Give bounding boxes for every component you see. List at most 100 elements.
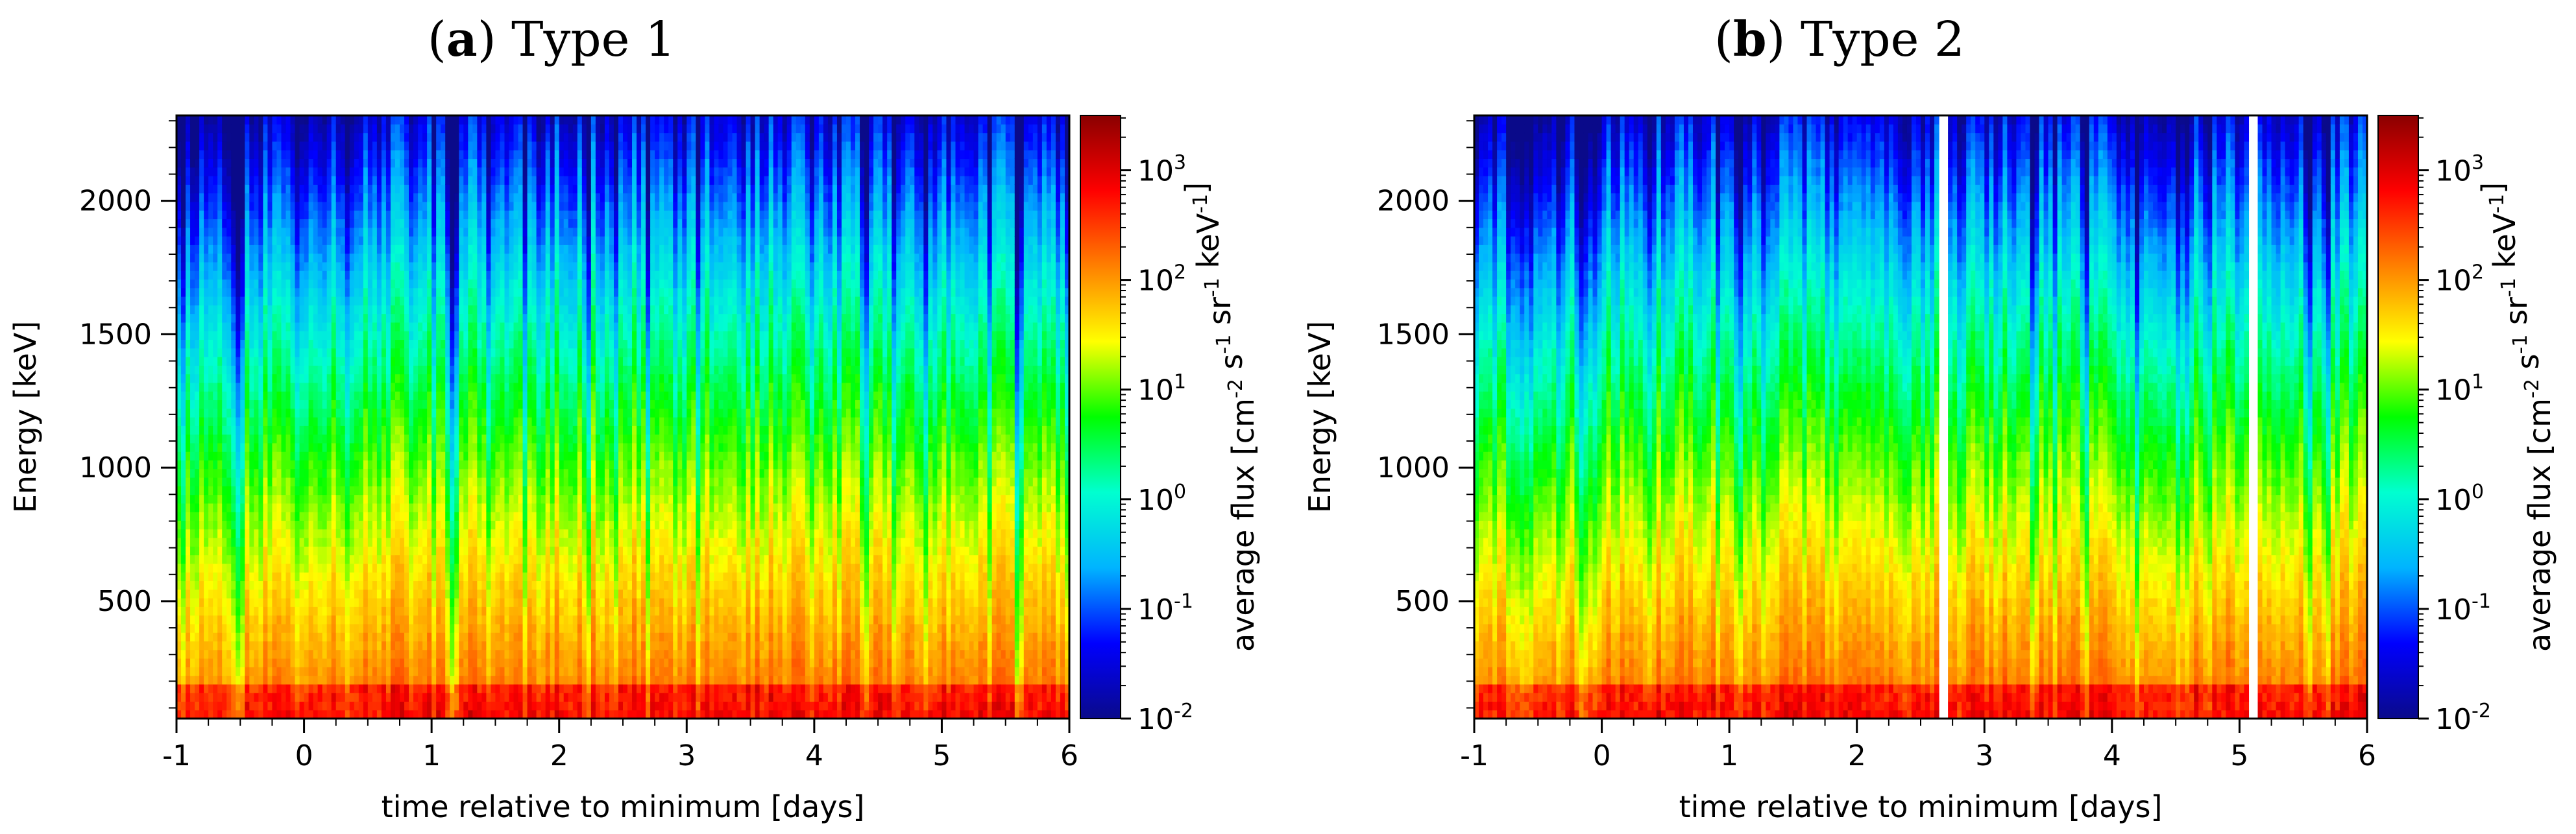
heatmap-cell xyxy=(240,580,245,590)
heatmap-cell xyxy=(299,313,305,323)
heatmap-cell xyxy=(481,667,487,676)
heatmap-cell xyxy=(395,287,400,297)
heatmap-cell xyxy=(263,365,269,375)
heatmap-cell xyxy=(363,313,369,323)
heatmap-cell xyxy=(404,210,409,220)
heatmap-cell xyxy=(326,563,332,573)
heatmap-cell xyxy=(217,486,223,495)
heatmap-cell xyxy=(308,434,314,444)
heatmap-cell xyxy=(304,546,310,556)
heatmap-cell xyxy=(491,227,496,237)
heatmap-cell xyxy=(308,399,314,409)
heatmap-cell xyxy=(459,339,464,349)
heatmap-cell xyxy=(204,675,209,685)
heatmap-cell xyxy=(431,477,437,486)
heatmap-cell xyxy=(463,176,468,185)
heatmap-cell xyxy=(381,227,387,237)
heatmap-cell xyxy=(181,520,186,530)
heatmap-cell xyxy=(345,486,350,495)
heatmap-cell xyxy=(367,709,373,719)
heatmap-cell xyxy=(349,460,355,470)
heatmap-cell xyxy=(304,296,310,305)
heatmap-cell xyxy=(404,615,409,625)
heatmap-cell xyxy=(199,615,204,625)
heatmap-cell xyxy=(486,425,492,435)
heatmap-cell xyxy=(199,141,204,150)
heatmap-cell xyxy=(390,236,396,245)
heatmap-cell xyxy=(322,313,328,323)
heatmap-cell xyxy=(249,331,254,340)
heatmap-cell xyxy=(190,227,195,237)
heatmap-cell xyxy=(354,693,359,702)
heatmap-cell xyxy=(481,460,487,470)
heatmap-cell xyxy=(381,684,387,693)
heatmap-cell xyxy=(272,236,278,245)
heatmap-cell xyxy=(263,348,269,357)
heatmap-cell xyxy=(367,589,373,599)
heatmap-cell xyxy=(258,675,263,685)
heatmap-cell xyxy=(245,141,250,150)
heatmap-cell xyxy=(286,141,291,150)
heatmap-cell xyxy=(454,348,459,357)
heatmap-cell xyxy=(299,512,305,521)
heatmap-cell xyxy=(436,253,441,263)
heatmap-cell xyxy=(263,598,269,607)
heatmap-cell xyxy=(381,701,387,711)
heatmap-cell xyxy=(427,322,432,331)
heatmap-cell xyxy=(276,520,282,530)
heatmap-cell xyxy=(181,124,186,134)
heatmap-cell xyxy=(281,451,287,461)
heatmap-cell xyxy=(267,434,273,444)
heatmap-cell xyxy=(418,374,423,383)
heatmap-cell xyxy=(217,580,223,590)
heatmap-cell xyxy=(249,623,254,633)
heatmap-cell xyxy=(358,331,364,340)
heatmap-cell xyxy=(372,313,378,323)
heatmap-cell xyxy=(322,580,328,590)
heatmap-cell xyxy=(363,538,369,547)
heatmap-cell xyxy=(441,374,446,383)
heatmap-cell xyxy=(204,658,209,667)
heatmap-cell xyxy=(222,374,227,383)
heatmap-cell xyxy=(468,554,473,564)
heatmap-cell xyxy=(286,468,291,478)
heatmap-cell xyxy=(249,632,254,642)
heatmap-cell xyxy=(381,313,387,323)
heatmap-cell xyxy=(217,305,223,315)
heatmap-cell xyxy=(463,503,468,512)
heatmap-cell xyxy=(404,623,409,633)
heatmap-cell xyxy=(190,382,195,392)
heatmap-cell xyxy=(372,279,378,289)
heatmap-cell xyxy=(304,623,310,633)
heatmap-cell xyxy=(272,357,278,366)
heatmap-cell xyxy=(367,348,373,357)
heatmap-cell xyxy=(204,339,209,349)
heatmap-cell xyxy=(390,512,396,521)
heatmap-cell xyxy=(313,468,319,478)
heatmap-cell xyxy=(400,322,405,331)
heatmap-cell xyxy=(331,270,337,280)
heatmap-cell xyxy=(322,709,328,719)
heatmap-cell xyxy=(249,305,254,315)
heatmap-cell xyxy=(376,348,382,357)
heatmap-cell xyxy=(208,227,213,237)
heatmap-cell xyxy=(427,701,432,711)
heatmap-cell xyxy=(272,331,278,340)
heatmap-cell xyxy=(254,675,259,685)
heatmap-cell xyxy=(299,615,305,625)
heatmap-cell xyxy=(195,615,200,625)
heatmap-cell xyxy=(326,261,332,271)
heatmap-cell xyxy=(272,649,278,659)
heatmap-cell xyxy=(450,210,455,220)
heatmap-cell xyxy=(308,313,314,323)
heatmap-cell xyxy=(367,399,373,409)
heatmap-cell xyxy=(290,357,296,366)
heatmap-cell xyxy=(363,167,369,176)
heatmap-cell xyxy=(322,460,328,470)
heatmap-cell xyxy=(313,253,319,263)
heatmap-cell xyxy=(422,115,428,125)
heatmap-cell xyxy=(404,296,409,305)
heatmap-cell xyxy=(381,589,387,599)
heatmap-cell xyxy=(418,287,423,297)
heatmap-cell xyxy=(290,468,296,478)
